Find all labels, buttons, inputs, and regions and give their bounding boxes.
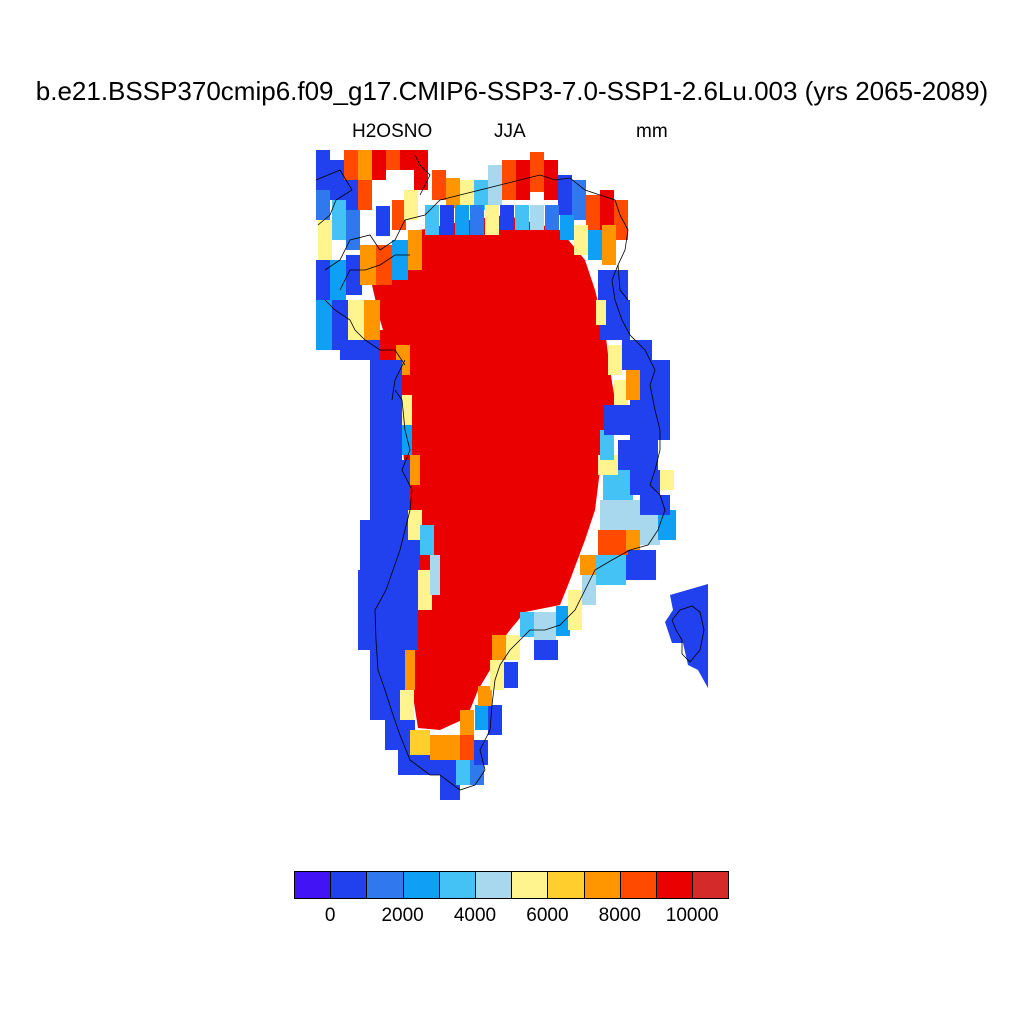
colorbar-swatch [330,871,368,899]
colorbar-swatch [294,871,332,899]
units-label: mm [636,121,668,142]
colorbar-label: 10000 [665,905,719,926]
colorbar-swatch [547,871,585,899]
colorbar-swatch [402,871,440,899]
colorbar-swatch [511,871,549,899]
iceland [665,584,708,688]
colorbar-swatch [366,871,404,899]
variable-label: H2OSNO [352,121,433,142]
north-fringe [316,150,628,265]
colorbar-swatch [438,871,476,899]
season-label: JJA [494,121,526,142]
colorbar-swatch [475,871,513,899]
colorbar-label: 0 [324,905,336,926]
colorbar-label: 2000 [381,905,424,926]
plot-title: b.e21.BSSP370cmip6.f09_g17.CMIP6-SSP3-7.… [35,76,989,106]
colorbar-label: 6000 [526,905,569,926]
east-fringe [520,270,676,660]
colorbar-swatch [692,871,730,899]
colorbar-swatch [656,871,694,899]
colorbar-swatch [583,871,621,899]
colorbar-label: 4000 [453,905,497,926]
west-fringe [316,230,520,800]
ice-sheet-fill [372,215,615,730]
colorbar-label: 8000 [598,905,641,926]
coastline [315,154,666,791]
colorbar-swatch [619,871,657,899]
